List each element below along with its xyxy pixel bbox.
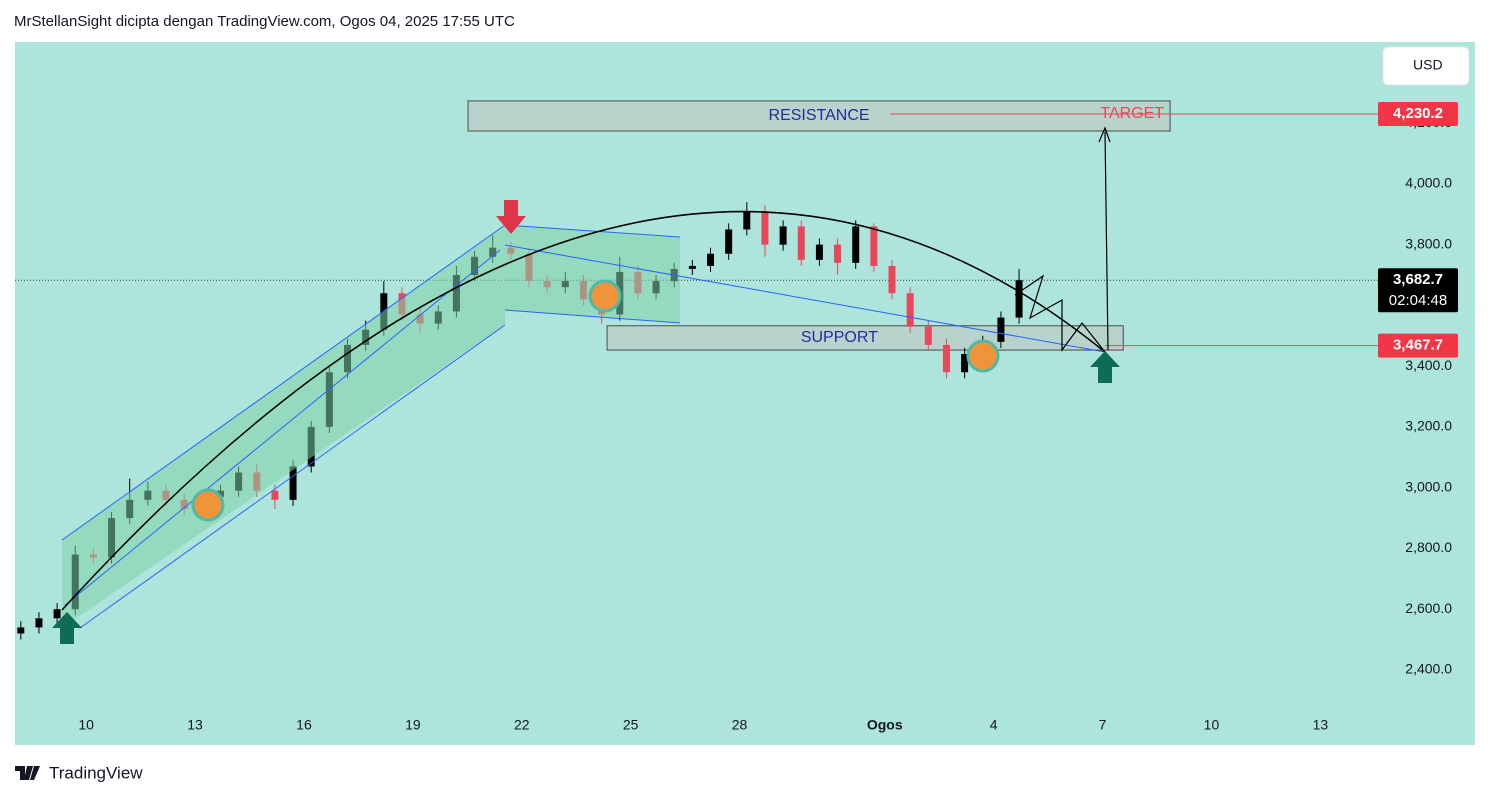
- y-tick-label: 2,600.0: [1405, 600, 1452, 616]
- x-tick-label: 7: [1099, 717, 1107, 733]
- candle-body: [815, 244, 823, 260]
- brand-name: TradingView: [49, 763, 143, 782]
- chart-background: [15, 42, 1475, 745]
- candle-body: [17, 627, 25, 634]
- channel-line: [504, 224, 681, 238]
- up-arrow: [52, 612, 82, 644]
- y-tick-label: 3,400.0: [1405, 357, 1452, 373]
- target-text: TARGET: [1100, 105, 1164, 122]
- candle-body: [961, 354, 969, 373]
- candle-body: [53, 609, 61, 619]
- x-tick-label: 19: [405, 717, 421, 733]
- drawings: [52, 126, 1120, 644]
- x-tick-label: 13: [1313, 717, 1329, 733]
- candle-body: [271, 490, 279, 500]
- candle-body: [725, 229, 733, 254]
- price-tag: [1378, 333, 1458, 358]
- highlight-circle: [588, 279, 622, 313]
- price-tag: [1378, 101, 1458, 126]
- candle-body: [1015, 280, 1023, 318]
- candle-body: [289, 466, 297, 500]
- x-tick-label: 10: [78, 717, 94, 733]
- candle-body: [707, 253, 715, 266]
- countdown: 02:04:48: [1389, 292, 1447, 309]
- candle-body: [888, 265, 896, 294]
- candle-body: [852, 226, 860, 263]
- x-tick-label: 13: [187, 717, 203, 733]
- arc-curve: [61, 210, 1106, 611]
- price-labels: 4,230.2 3,467.7 3,682.7 02:04:48: [1378, 101, 1458, 358]
- zone-box: [467, 100, 1171, 132]
- highlight-circle: [966, 339, 1000, 373]
- channel-line: [61, 224, 506, 541]
- zone-box: [606, 325, 1124, 351]
- price-tag-label: 4,230.2: [1393, 105, 1443, 122]
- y-tick-label: 3,000.0: [1405, 478, 1452, 494]
- channel-fill: [505, 225, 680, 323]
- header-title: MrStellanSight dicipta dengan TradingVie…: [14, 13, 515, 30]
- currency-label: USD: [1413, 57, 1443, 73]
- candle-body: [870, 226, 878, 266]
- channel-line: [504, 309, 681, 324]
- highlight-circle: [191, 488, 225, 522]
- x-tick-label: 10: [1204, 717, 1220, 733]
- projection-zigzag: [1014, 274, 1106, 353]
- x-tick-label: 16: [296, 717, 312, 733]
- candle-body: [743, 211, 751, 230]
- x-tick-label: 22: [514, 717, 530, 733]
- channel-line: [64, 249, 501, 606]
- price-tag-label: 3,467.7: [1393, 337, 1443, 354]
- y-tick-label: 3,800.0: [1405, 235, 1452, 251]
- currency-button[interactable]: [1382, 46, 1470, 86]
- arrow-head: [1098, 126, 1111, 143]
- zone-label: RESISTANCE: [769, 107, 870, 124]
- price-tag-label: 3,682.7: [1393, 271, 1443, 288]
- trend-line: [504, 244, 1106, 353]
- y-tick-label: 2,400.0: [1405, 661, 1452, 677]
- x-tick-label: 25: [623, 717, 639, 733]
- down-arrow: [496, 200, 526, 234]
- candle-body: [924, 326, 932, 345]
- y-tick-label: 2,800.0: [1405, 539, 1452, 555]
- candle-body: [997, 317, 1005, 342]
- x-tick-label: 4: [990, 717, 998, 733]
- candle-body: [779, 226, 787, 245]
- y-tick-label: 3,200.0: [1405, 418, 1452, 434]
- channel-line: [79, 324, 506, 629]
- candle-body: [942, 344, 950, 373]
- logo-mark: [15, 766, 40, 780]
- up-arrow: [1090, 351, 1120, 383]
- y-tick-label: 4,000.0: [1405, 175, 1452, 191]
- target-arrow: [1104, 131, 1109, 351]
- candle-body: [906, 293, 914, 327]
- x-tick-label: 28: [732, 717, 748, 733]
- candle-body: [688, 265, 696, 269]
- candle-body: [761, 211, 769, 245]
- candle-body: [834, 244, 842, 263]
- zone-label: SUPPORT: [801, 329, 878, 346]
- price-tag: [1378, 268, 1458, 313]
- plot-area: 2,400.0 2,600.0 2,800.0 3,000.0 3,200.0 3,400…: [15, 100, 1452, 733]
- candle-body: [35, 618, 43, 628]
- candle-body: [797, 226, 805, 260]
- x-tick-label: Ogos: [867, 717, 903, 733]
- brand-logo: [15, 766, 40, 780]
